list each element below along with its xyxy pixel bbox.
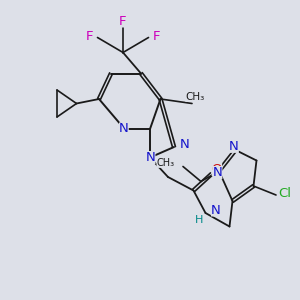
- Text: F: F: [85, 29, 93, 43]
- Text: N: N: [229, 140, 239, 153]
- Text: F: F: [153, 29, 161, 43]
- Text: N: N: [146, 151, 155, 164]
- Text: N: N: [211, 203, 220, 217]
- Text: Cl: Cl: [278, 187, 292, 200]
- Text: N: N: [213, 166, 222, 179]
- Text: N: N: [179, 138, 189, 151]
- Text: F: F: [119, 14, 127, 28]
- Text: H: H: [195, 214, 203, 225]
- Text: O: O: [212, 163, 222, 176]
- Text: CH₃: CH₃: [157, 158, 175, 168]
- Text: CH₃: CH₃: [185, 92, 205, 102]
- Text: N: N: [119, 122, 129, 136]
